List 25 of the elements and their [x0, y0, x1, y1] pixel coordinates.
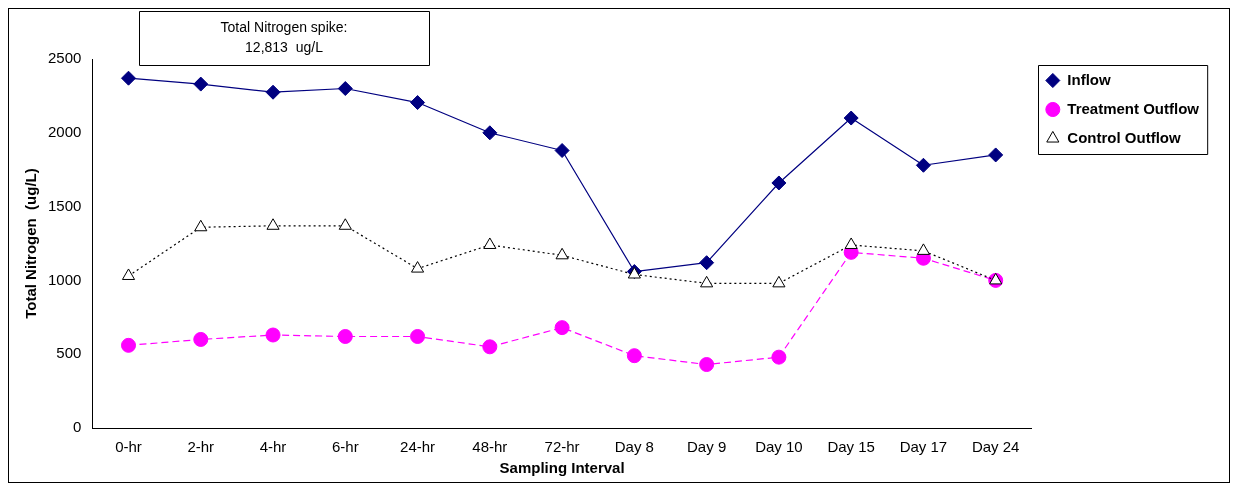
x-tick-label: 0-hr: [115, 438, 142, 456]
y-tick-label: 2000: [47, 122, 82, 140]
x-tick-label: Day 10: [755, 438, 803, 456]
x-tick-label: 24-hr: [400, 438, 436, 456]
x-tick-label: Day 17: [899, 438, 948, 456]
x-tick-label: 4-hr: [259, 438, 287, 456]
y-axis-title: Total Nitrogen (ug/L): [22, 168, 40, 319]
y-tick-label: 0: [73, 418, 82, 436]
x-axis-title: Sampling Interval: [499, 459, 625, 477]
x-tick-label: 48-hr: [472, 438, 508, 456]
text: Total Nitrogen spike: 12,813 ug/L: [220, 18, 348, 55]
legend-label: Control Outflow: [1067, 128, 1181, 146]
y-tick-label: 500: [56, 344, 82, 362]
y-tick-label: 2500: [47, 49, 82, 67]
x-tick-label: Day 8: [614, 438, 654, 456]
x-tick-label: 2-hr: [187, 438, 215, 456]
y-tick-label: 1500: [47, 196, 82, 214]
legend-label: Treatment Outflow: [1067, 99, 1200, 117]
legend-label: Inflow: [1067, 70, 1111, 88]
y-tick-label: 1000: [47, 270, 82, 288]
x-tick-label: Day 15: [827, 438, 875, 456]
x-tick-label: 6-hr: [331, 438, 359, 456]
x-tick-label: Day 9: [687, 438, 727, 456]
x-tick-label: Day 24: [971, 438, 1020, 456]
x-tick-label: 72-hr: [544, 438, 580, 456]
